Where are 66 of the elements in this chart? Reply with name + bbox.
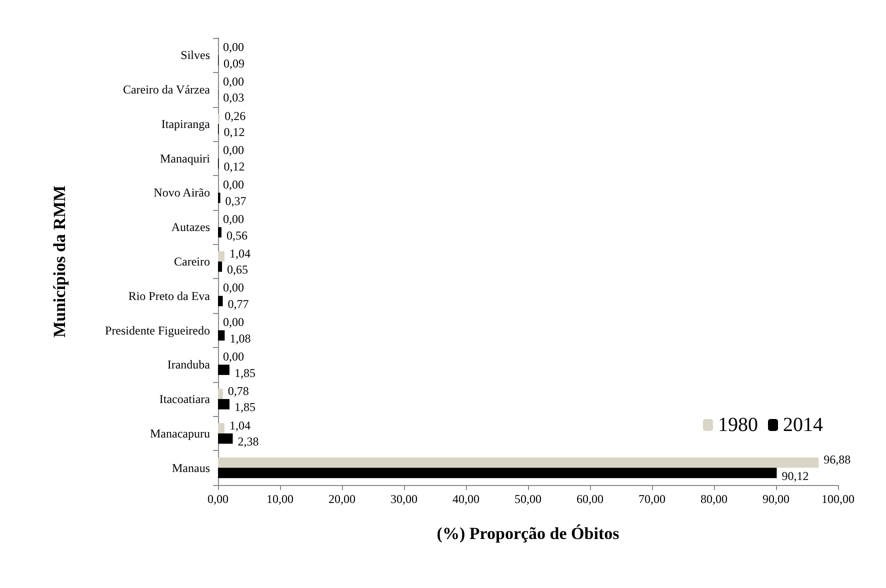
y-tick-label: Itacoatiara <box>159 392 211 406</box>
x-tick-label: 80,00 <box>700 492 728 506</box>
y-tick-label: Autazes <box>171 220 210 234</box>
x-tick-label: 40,00 <box>452 492 480 506</box>
bar <box>218 388 223 400</box>
y-tick-label: Careiro da Várzea <box>122 82 211 97</box>
data-label: 0,00 <box>223 143 244 158</box>
data-label: 0,00 <box>223 349 244 364</box>
data-label: 0,09 <box>224 56 245 70</box>
legend-label: 2014 <box>783 414 823 436</box>
bar <box>218 330 225 341</box>
x-axis-title: (%) Proporção de Óbitos <box>436 524 620 543</box>
bar <box>218 364 230 375</box>
data-label: 90,12 <box>782 468 809 483</box>
data-label: 1,85 <box>234 366 256 380</box>
y-tick-label: Presidente Figueiredo <box>105 323 210 338</box>
data-label: 0,77 <box>228 297 249 312</box>
data-label: 0,12 <box>224 125 245 140</box>
data-label: 0,65 <box>227 262 248 277</box>
data-label: 0,12 <box>224 160 245 174</box>
x-tick-label: 100,00 <box>822 492 854 506</box>
bar <box>218 262 222 272</box>
y-tick-label: Rio Preto da Eva <box>128 288 211 303</box>
data-label: 1,85 <box>234 400 256 414</box>
data-label: 1,04 <box>229 246 250 260</box>
data-label: 0,78 <box>228 384 249 398</box>
x-tick-label: 10,00 <box>266 492 294 506</box>
y-axis-title: Municípios da RMM <box>50 185 69 338</box>
x-tick-label: 20,00 <box>328 492 356 506</box>
bar <box>218 433 233 444</box>
bar <box>218 468 777 478</box>
data-label: 0,00 <box>223 40 244 54</box>
y-tick-label: Silves <box>180 48 210 62</box>
data-label: 1,08 <box>230 331 251 346</box>
bar <box>218 227 222 238</box>
data-label: 0,03 <box>223 90 244 105</box>
data-label: 0,56 <box>226 228 248 242</box>
y-tick-label: Itapiranga <box>161 116 211 131</box>
y-tick-label: Novo Airão <box>154 186 210 200</box>
y-tick-label: Manaus <box>172 460 210 475</box>
x-tick-label: 90,00 <box>762 492 790 506</box>
data-label: 2,38 <box>238 434 259 449</box>
data-label: 0,00 <box>223 280 244 295</box>
x-tick-label: 60,00 <box>576 492 604 506</box>
data-label: 0,26 <box>224 108 246 123</box>
y-tick-label: Careiro <box>174 254 210 268</box>
x-tick-label: 70,00 <box>638 492 666 506</box>
bar <box>218 399 230 410</box>
data-label: 0,00 <box>223 178 244 192</box>
data-label: 0,00 <box>223 212 244 226</box>
legend-label: 1980 <box>718 414 758 436</box>
x-tick-label: 30,00 <box>390 492 418 506</box>
x-tick-label: 0,00 <box>208 492 228 506</box>
bar <box>218 251 224 262</box>
y-tick-label: Iranduba <box>167 358 211 372</box>
data-label: 0,37 <box>225 194 246 208</box>
bar <box>218 296 223 306</box>
y-tick-label: Manacapuru <box>150 426 210 440</box>
bar <box>218 423 224 434</box>
y-tick-label: Manaquiri <box>160 151 211 166</box>
bar <box>218 457 819 468</box>
data-label: 96,88 <box>824 452 851 467</box>
data-label: 0,00 <box>223 315 244 330</box>
data-label: 0,00 <box>223 74 244 88</box>
x-tick-label: 50,00 <box>514 492 542 506</box>
data-label: 1,04 <box>229 418 250 432</box>
